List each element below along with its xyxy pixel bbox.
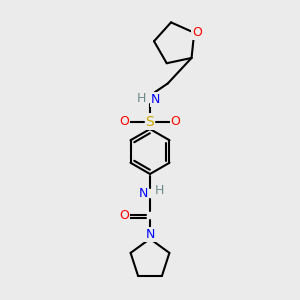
- Text: H: H: [137, 92, 146, 105]
- Text: O: O: [120, 208, 129, 222]
- Text: N: N: [139, 187, 148, 200]
- Text: O: O: [120, 115, 129, 128]
- Text: O: O: [171, 115, 180, 128]
- Text: H: H: [154, 184, 164, 197]
- Text: N: N: [151, 94, 160, 106]
- Text: S: S: [146, 115, 154, 129]
- Text: N: N: [145, 228, 155, 241]
- Text: O: O: [192, 26, 202, 39]
